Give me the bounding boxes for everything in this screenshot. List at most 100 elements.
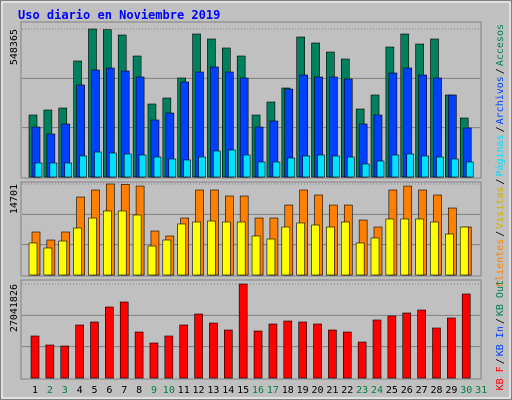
bar [461, 293, 471, 379]
bar [287, 157, 296, 178]
bar [238, 283, 248, 379]
bar [34, 162, 43, 178]
bar [164, 335, 174, 379]
bar [75, 324, 84, 379]
bar [326, 226, 335, 276]
bar [421, 155, 429, 178]
x-tick-label: 19 [297, 385, 309, 396]
bar [402, 312, 412, 379]
x-tick-label: 30 [460, 385, 472, 396]
x-tick-label: 16 [252, 385, 264, 396]
bar [391, 154, 400, 178]
bar [268, 323, 278, 379]
bar [192, 221, 201, 276]
bar [436, 156, 444, 178]
bar [302, 155, 310, 178]
x-tick-label: 13 [207, 385, 219, 396]
legend-separator: / [495, 358, 506, 364]
bar [296, 222, 305, 276]
legend-separator: / [495, 318, 506, 324]
bar [447, 317, 456, 379]
x-tick-label: 12 [193, 385, 205, 396]
y-tick-label: 548365 [9, 29, 20, 65]
bar [298, 321, 307, 379]
x-tick-label: 26 [401, 385, 413, 396]
x-tick-label: 27 [416, 385, 428, 396]
legend-separator: / [495, 68, 506, 74]
bar [28, 242, 38, 276]
x-tick-label: 8 [136, 385, 142, 396]
bar [213, 150, 221, 178]
bar [147, 245, 157, 276]
bar [328, 329, 337, 379]
bar [313, 323, 322, 379]
bar [103, 210, 112, 276]
bar [257, 161, 266, 178]
legend-entry: Clientes [495, 239, 506, 287]
x-tick-label: 23 [356, 385, 368, 396]
bar [153, 156, 162, 178]
bar [228, 149, 236, 178]
x-tick-label: 14 [222, 385, 234, 396]
x-tick-label: 28 [430, 385, 442, 396]
bar [45, 344, 55, 379]
bar [207, 220, 216, 276]
bar [43, 247, 53, 276]
bar [406, 153, 415, 178]
x-tick-label: 18 [282, 385, 294, 396]
bar [266, 238, 276, 276]
x-tick-label: 9 [151, 385, 157, 396]
bar [430, 221, 439, 276]
chart-title: Uso diario en Noviembre 2019 [18, 8, 220, 22]
bar [79, 155, 87, 178]
bar [370, 237, 380, 276]
x-tick-label: 3 [62, 385, 68, 396]
bar [451, 158, 459, 178]
bar [357, 341, 367, 379]
bar [194, 313, 203, 379]
bar [415, 218, 424, 276]
legend-entry: KB In [495, 326, 506, 356]
bar [332, 155, 340, 178]
bar [417, 309, 426, 379]
bar [387, 315, 397, 379]
legend-entry: Accesos [495, 24, 506, 66]
bar [400, 218, 410, 276]
bar [168, 158, 177, 178]
bar [119, 301, 129, 379]
legend-entry: KB F [495, 366, 506, 390]
legend-entry: Páginas [494, 134, 506, 176]
bar [149, 342, 159, 379]
bar [162, 239, 172, 276]
x-tick-label: 10 [163, 385, 175, 396]
x-tick-label: 4 [77, 385, 83, 396]
bar [432, 327, 441, 379]
bar [198, 156, 206, 178]
bar [342, 331, 352, 379]
x-tick-label: 1 [32, 385, 38, 396]
x-tick-label: 7 [121, 385, 127, 396]
y-tick-label: 27041826 [9, 284, 20, 332]
bar [272, 161, 281, 178]
x-tick-label: 15 [237, 385, 249, 396]
bar [253, 330, 263, 379]
bar [346, 156, 355, 178]
bar [183, 159, 191, 178]
bar [222, 221, 231, 276]
bar [73, 227, 82, 276]
legend-bottom: KB F / KB In / KB Out [495, 280, 506, 390]
bar [236, 221, 246, 276]
legend-separator: / [495, 126, 506, 132]
legend-entry: KB Out [495, 280, 506, 316]
legend-top: Clientes / Visitas / Páginas / Archivos / Acceso… [494, 24, 506, 287]
bar [209, 322, 218, 379]
bar [242, 154, 251, 178]
bar [58, 240, 68, 276]
bar [355, 242, 365, 276]
x-tick-label: 25 [386, 385, 398, 396]
bar [49, 162, 58, 178]
bar [283, 320, 293, 379]
bar [372, 319, 382, 379]
